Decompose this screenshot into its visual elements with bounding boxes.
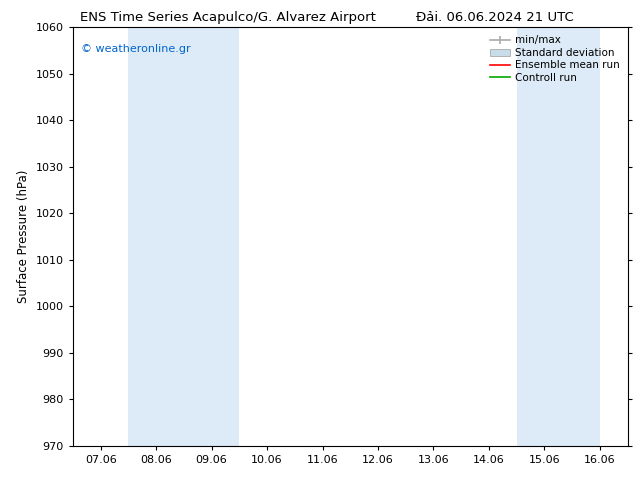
Y-axis label: Surface Pressure (hPa): Surface Pressure (hPa) [17,170,30,303]
Bar [517,27,600,446]
Text: ENS Time Series Acapulco/G. Alvarez Airport: ENS Time Series Acapulco/G. Alvarez Airp… [81,11,376,24]
Text: Đải. 06.06.2024 21 UTC: Đải. 06.06.2024 21 UTC [416,11,573,24]
Legend: min/max, Standard deviation, Ensemble mean run, Controll run: min/max, Standard deviation, Ensemble me… [486,32,623,86]
Text: © weatheronline.gr: © weatheronline.gr [81,44,191,54]
Bar [128,27,239,446]
